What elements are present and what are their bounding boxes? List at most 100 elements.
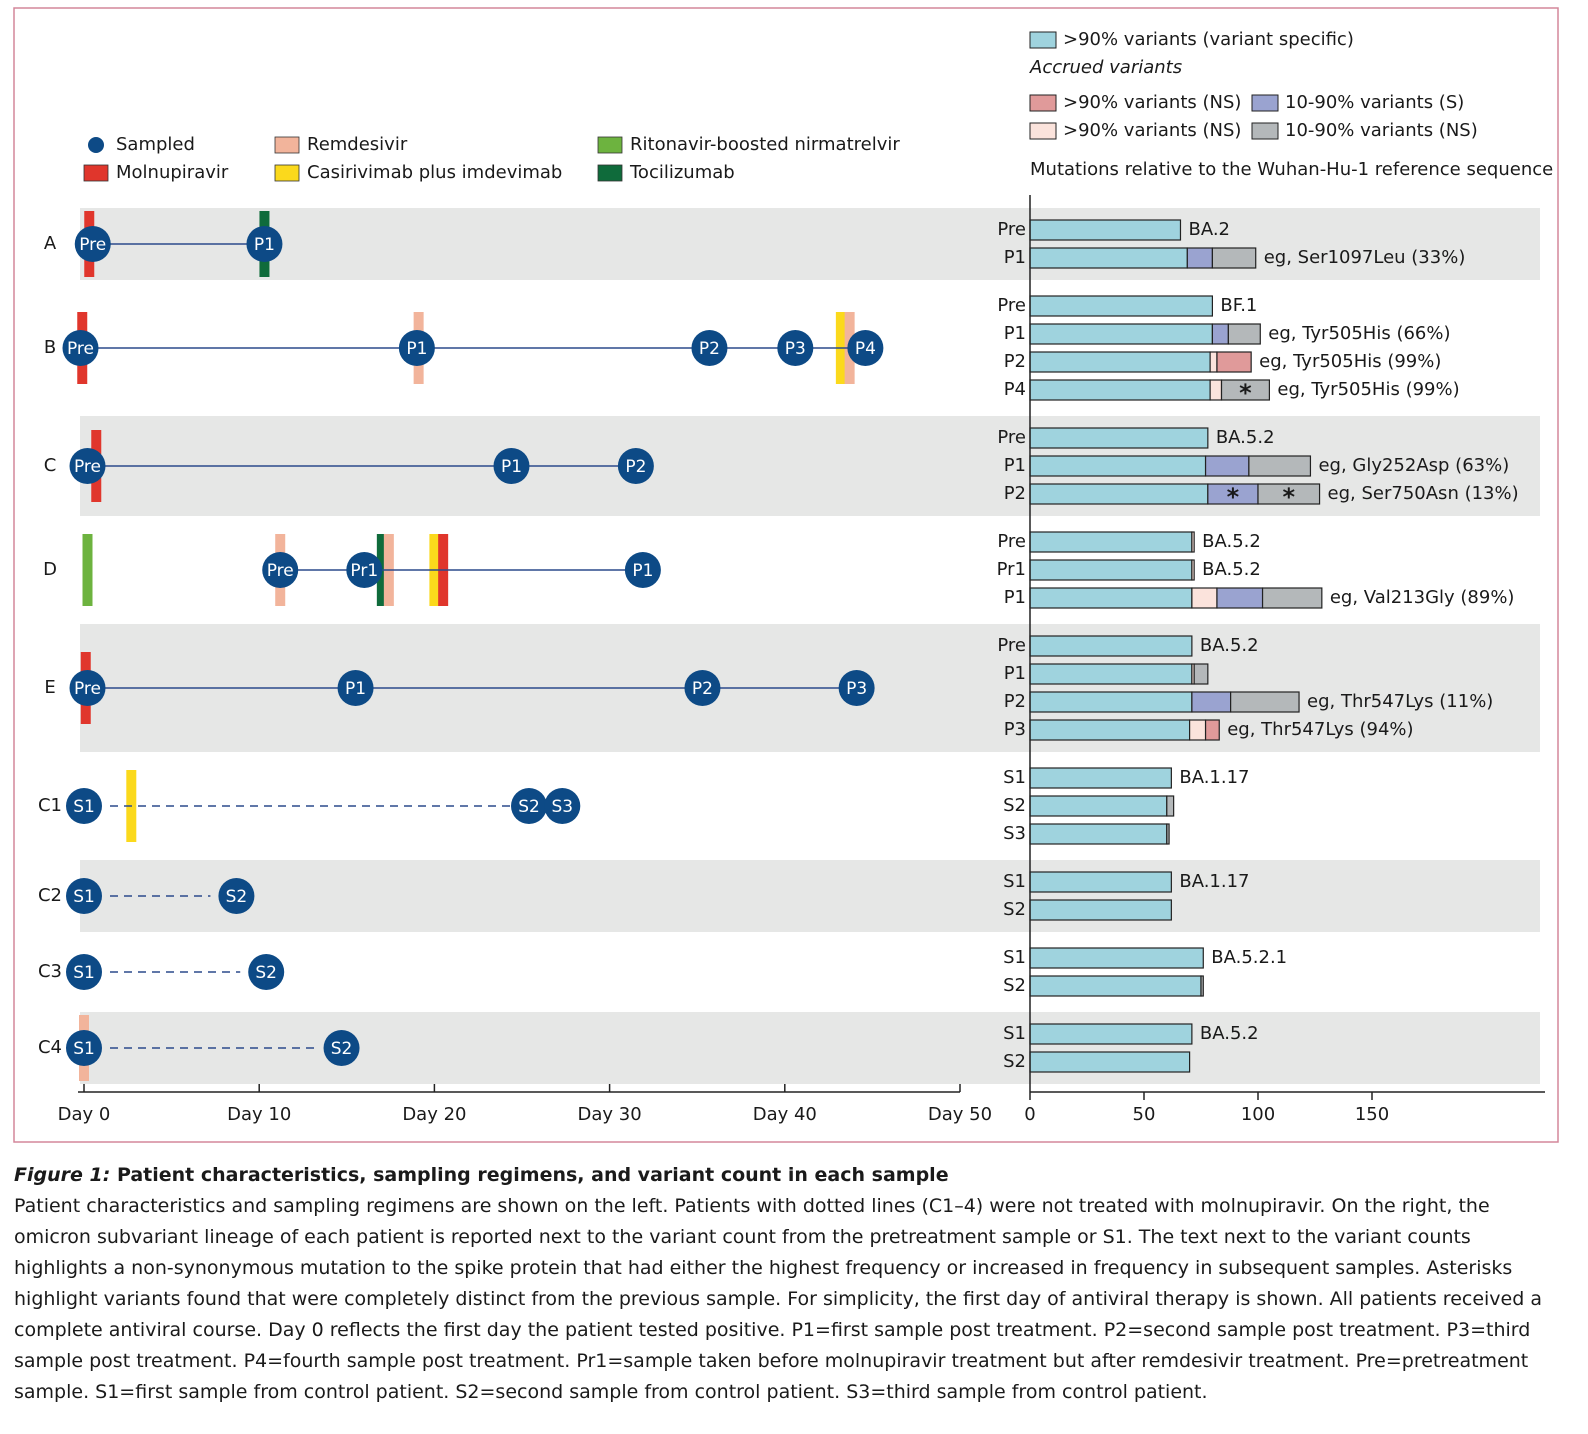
bar-segment [1029, 1023, 1193, 1045]
caption-title: Patient characteristics, sampling regime… [116, 1164, 949, 1186]
sample-point [684, 670, 721, 706]
x-tick-label: Day 20 [402, 1104, 466, 1125]
legend-label: 10-90% variants (S) [1285, 92, 1464, 113]
bar-annotation: BF.1 [1220, 295, 1257, 316]
bar-segment [1186, 247, 1213, 269]
bar-segment [1029, 559, 1193, 581]
category-label: P2 [1004, 351, 1026, 372]
legend-label: Tocilizumab [629, 162, 735, 183]
patient-label: D [43, 559, 57, 580]
bar-segment [1029, 719, 1191, 741]
bar-segment [1191, 691, 1232, 713]
caption-label: Figure 1: [14, 1164, 111, 1186]
panel-band [80, 208, 1540, 280]
category-label: Pre [997, 427, 1026, 448]
sample-label: S2 [331, 1039, 353, 1059]
sample-label: P2 [692, 679, 713, 699]
legend-swatch [83, 164, 109, 182]
sample-label: Pre [267, 561, 294, 581]
sample-label: S2 [518, 797, 540, 817]
x-tick-label: 150 [1355, 1104, 1389, 1125]
patient-label: C2 [38, 885, 62, 906]
bar-segment [1216, 351, 1252, 373]
legend-label: >90% variants (NS) [1063, 92, 1241, 113]
bar-segment [1029, 351, 1211, 373]
bar-annotation: eg, Ser1097Leu (33%) [1264, 247, 1466, 268]
sample-label: Pre [79, 235, 106, 255]
bar-segment [1029, 663, 1193, 685]
bar-segment [1257, 483, 1321, 505]
bar-segment [1029, 823, 1168, 845]
bar-annotation: BA.5.2.1 [1211, 947, 1287, 968]
legend-label: 10-90% variants (NS) [1285, 120, 1478, 141]
bar-annotation: BA.5.2 [1200, 1023, 1259, 1044]
bar-annotation: eg, Thr547Lys (11%) [1307, 691, 1493, 712]
bar-annotation: eg, Tyr505His (99%) [1259, 351, 1441, 372]
x-tick-label: 100 [1241, 1104, 1275, 1125]
category-label: Pre [997, 635, 1026, 656]
panel-band [80, 860, 1540, 932]
bar-annotation: eg, Tyr505His (66%) [1268, 323, 1450, 344]
bar-annotation: eg, Val213Gly (89%) [1330, 587, 1515, 608]
bar-segment [1029, 691, 1193, 713]
category-label: P3 [1004, 719, 1026, 740]
legend-swatch [274, 164, 300, 182]
legend-swatch [1251, 94, 1279, 112]
bar-segment [1204, 455, 1250, 477]
patient-label: A [44, 233, 57, 254]
category-label: S2 [1003, 899, 1026, 920]
legend-swatch [1029, 31, 1057, 49]
bar-segment [1029, 1051, 1191, 1073]
bar-subtitle: Mutations relative to the Wuhan-Hu-1 ref… [1030, 159, 1553, 180]
bar-segment [1211, 323, 1229, 345]
x-tick-label: 0 [1024, 1104, 1035, 1125]
legend-label: Casirivimab plus imdevimab [307, 162, 562, 183]
category-label: S2 [1003, 975, 1026, 996]
legend-label: >90% variants (variant specific) [1063, 29, 1354, 50]
bar-segment [1191, 559, 1195, 581]
sample-label: P1 [345, 679, 366, 699]
sample-point [398, 330, 435, 366]
bar-annotation: BA.2 [1188, 219, 1230, 240]
x-tick-label: Day 30 [578, 1104, 642, 1125]
bar-annotation: BA.1.17 [1179, 767, 1249, 788]
legend-label: Sampled [116, 134, 195, 155]
sample-label: S1 [73, 963, 95, 983]
category-label: P1 [1004, 587, 1026, 608]
bar-segment [1029, 587, 1193, 609]
sample-label: Pre [67, 339, 94, 359]
x-tick-label: Day 40 [753, 1104, 817, 1125]
bar-annotation: eg, Tyr505His (99%) [1277, 379, 1459, 400]
bar-segment [1029, 871, 1172, 893]
category-label: S3 [1003, 823, 1026, 844]
bar-segment [1227, 323, 1261, 345]
patient-label: C1 [38, 795, 62, 816]
x-tick-label: Day 50 [928, 1104, 992, 1125]
sample-point [246, 226, 283, 262]
caption: Figure 1: Patient characteristics, sampl… [14, 1160, 1554, 1408]
sample-point [323, 1030, 360, 1066]
bar-segment [1204, 719, 1220, 741]
legend-swatch [597, 136, 623, 154]
patient-label: E [44, 677, 55, 698]
bar-segment [1029, 427, 1209, 449]
sample-point [493, 448, 530, 484]
category-label: P1 [1004, 247, 1026, 268]
x-tick-label: 50 [1133, 1104, 1156, 1125]
figure: Accrued variants Mutations relative to t… [13, 7, 1559, 1143]
bar-segment [1029, 767, 1172, 789]
bar-segment [1029, 795, 1168, 817]
legend-label: >90% variants (NS) [1063, 120, 1241, 141]
category-label: S1 [1003, 947, 1026, 968]
sample-point [511, 788, 548, 824]
asterisk: * [1239, 379, 1252, 407]
category-label: S2 [1003, 795, 1026, 816]
x-tick-label: Day 0 [58, 1104, 111, 1125]
patient-label: C4 [38, 1037, 62, 1058]
legend-swatch [1029, 94, 1057, 112]
bar-segment [1029, 483, 1209, 505]
bar-segment [1216, 587, 1264, 609]
sample-point [838, 670, 875, 706]
frame [13, 7, 1559, 1143]
category-label: Pr1 [997, 559, 1026, 580]
